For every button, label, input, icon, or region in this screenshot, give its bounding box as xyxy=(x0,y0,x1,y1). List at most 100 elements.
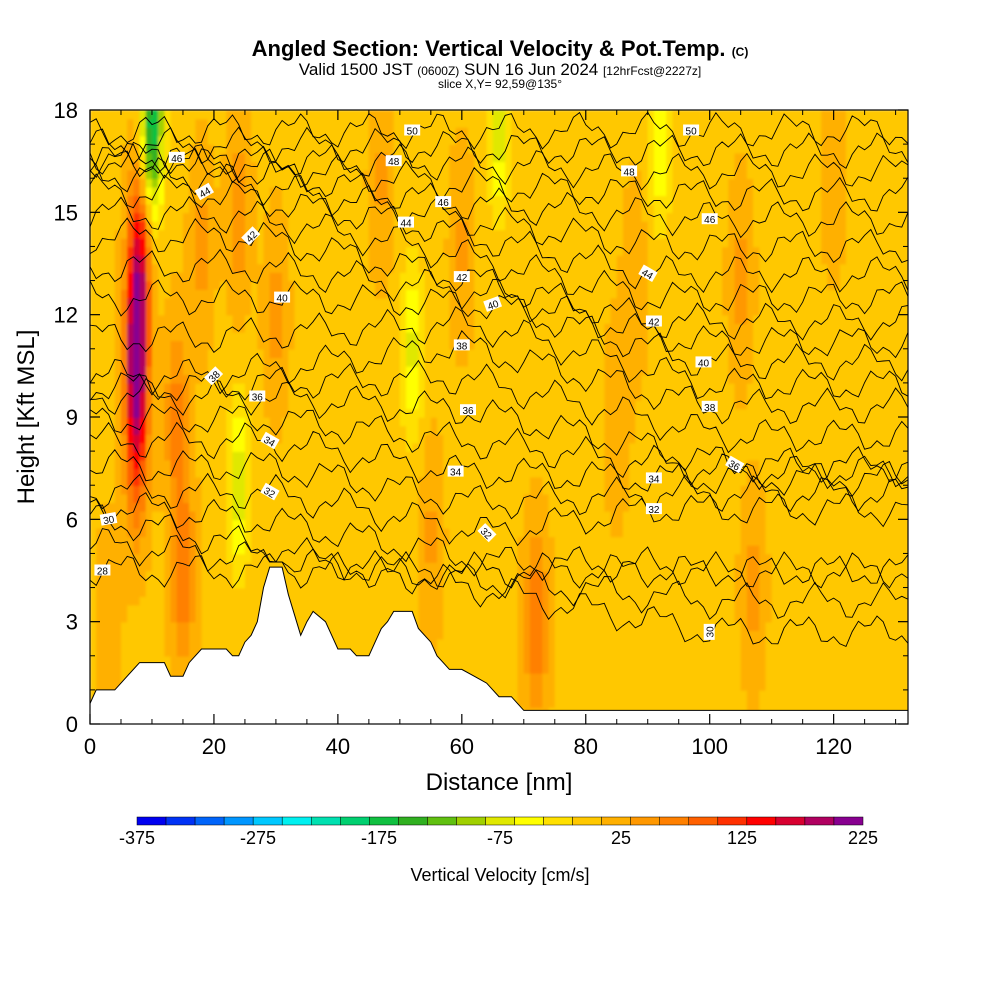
velocity-cell xyxy=(412,510,420,521)
velocity-cell xyxy=(486,254,494,265)
velocity-cell xyxy=(176,510,184,521)
velocity-cell xyxy=(182,587,190,597)
velocity-cell xyxy=(263,502,271,512)
velocity-cell xyxy=(213,502,221,512)
velocity-cell xyxy=(164,237,172,248)
velocity-cell xyxy=(511,399,519,410)
velocity-cell xyxy=(399,502,407,512)
velocity-cell xyxy=(356,229,364,239)
velocity-cell xyxy=(114,152,122,162)
velocity-cell xyxy=(387,272,395,282)
velocity-cell xyxy=(244,587,252,597)
velocity-cell xyxy=(176,306,184,316)
velocity-cell xyxy=(356,357,364,367)
velocity-cell xyxy=(393,604,401,614)
velocity-cell xyxy=(511,442,519,452)
velocity-cell xyxy=(424,212,432,222)
velocity-cell xyxy=(257,570,265,580)
velocity-cell xyxy=(220,272,228,282)
velocity-cell xyxy=(158,613,166,623)
velocity-cell xyxy=(195,331,203,342)
velocity-cell xyxy=(474,451,482,461)
velocity-cell xyxy=(461,331,469,342)
velocity-cell xyxy=(449,476,457,487)
velocity-cell xyxy=(127,263,135,273)
velocity-cell xyxy=(201,203,209,214)
velocity-cell xyxy=(505,502,513,512)
velocity-cell xyxy=(387,110,395,120)
velocity-cell xyxy=(306,579,314,589)
velocity-cell xyxy=(455,357,463,367)
velocity-cell xyxy=(139,510,147,521)
velocity-cell xyxy=(344,382,352,393)
velocity-cell xyxy=(288,425,296,435)
velocity-cell xyxy=(133,502,141,512)
velocity-cell xyxy=(399,357,407,367)
velocity-cell xyxy=(486,587,494,597)
velocity-cell xyxy=(492,118,500,128)
velocity-cell xyxy=(505,425,513,435)
velocity-cell xyxy=(114,391,122,401)
velocity-cell xyxy=(430,544,438,555)
velocity-cell xyxy=(424,229,432,239)
velocity-cell xyxy=(499,655,506,666)
velocity-cell xyxy=(393,519,401,529)
velocity-cell xyxy=(282,229,290,239)
velocity-cell xyxy=(449,272,457,282)
velocity-cell xyxy=(325,519,333,529)
velocity-cell xyxy=(325,579,333,589)
velocity-cell xyxy=(201,417,209,427)
velocity-cell xyxy=(182,357,190,367)
velocity-cell xyxy=(368,442,376,452)
velocity-cell xyxy=(282,468,290,478)
velocity-cell xyxy=(133,613,141,623)
velocity-cell xyxy=(282,442,290,452)
velocity-cell xyxy=(350,544,358,555)
velocity-cell xyxy=(430,331,438,342)
velocity-cell xyxy=(269,323,277,333)
velocity-cell xyxy=(375,519,383,529)
velocity-cell xyxy=(375,220,383,231)
velocity-cell xyxy=(226,408,234,418)
velocity-cell xyxy=(176,118,184,128)
velocity-cell xyxy=(492,237,500,248)
velocity-cell xyxy=(207,442,215,452)
velocity-cell xyxy=(455,161,463,171)
velocity-cell xyxy=(331,110,339,120)
velocity-cell xyxy=(133,647,141,657)
velocity-cell xyxy=(164,357,172,367)
velocity-cell xyxy=(406,263,414,273)
velocity-cell xyxy=(368,638,376,649)
velocity-cell xyxy=(319,340,327,350)
velocity-cell xyxy=(300,596,308,606)
velocity-cell xyxy=(164,340,172,350)
velocity-cell xyxy=(114,297,122,307)
velocity-cell xyxy=(511,613,519,623)
velocity-cell xyxy=(114,144,122,154)
velocity-cell xyxy=(424,169,432,180)
velocity-cell xyxy=(449,186,457,197)
velocity-cell xyxy=(108,348,116,359)
velocity-cell xyxy=(232,604,240,614)
velocity-cell xyxy=(108,621,116,631)
velocity-cell xyxy=(375,237,383,248)
velocity-cell xyxy=(288,374,296,384)
velocity-cell xyxy=(207,331,215,342)
velocity-cell xyxy=(437,212,445,222)
velocity-cell xyxy=(505,672,513,683)
velocity-cell xyxy=(325,118,333,128)
velocity-cell xyxy=(313,323,321,333)
velocity-cell xyxy=(492,596,500,606)
velocity-cell xyxy=(96,587,104,597)
velocity-cell xyxy=(108,596,116,606)
velocity-cell xyxy=(120,408,128,418)
velocity-cell xyxy=(226,118,234,128)
velocity-cell xyxy=(189,442,197,452)
velocity-cell xyxy=(232,493,240,504)
velocity-cell xyxy=(164,263,172,273)
velocity-cell xyxy=(461,502,469,512)
velocity-cell xyxy=(486,331,494,342)
velocity-cell xyxy=(114,630,122,640)
velocity-cell xyxy=(350,425,358,435)
velocity-cell xyxy=(406,237,414,248)
